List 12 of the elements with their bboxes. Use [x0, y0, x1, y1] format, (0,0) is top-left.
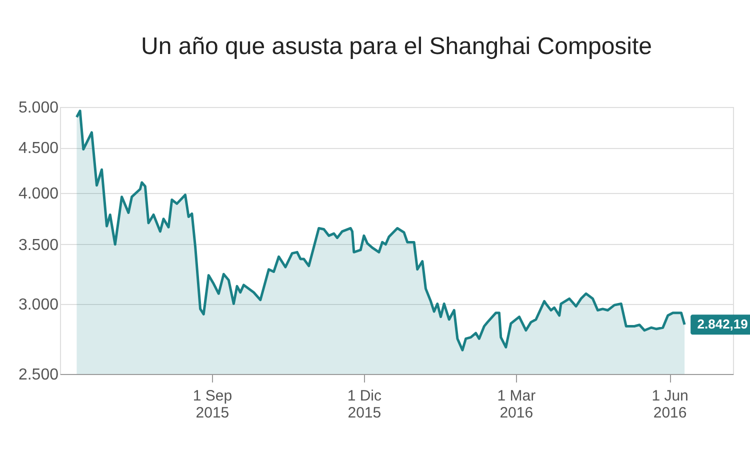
annotation: 2.842,19 — [697, 316, 748, 332]
x-tick-label: 1 Sep 2015 — [192, 388, 232, 422]
y-tick-label: 2.500 — [18, 366, 59, 384]
y-tick-label: 3.500 — [18, 236, 59, 254]
y-tick-label: 5.000 — [18, 100, 59, 116]
x-tick-label: 1 Mar 2016 — [497, 388, 536, 422]
y-tick-label: 3.000 — [18, 296, 59, 314]
chart-title: Un año que asusta para el Shanghai Composite — [140, 33, 652, 60]
x-tick-label: 1 Dic 2015 — [347, 388, 382, 422]
y-tick-label: 4.500 — [18, 140, 59, 158]
x-tick-label: 1 Jun 2016 — [652, 388, 688, 422]
y-tick-label: 4.000 — [18, 185, 59, 202]
